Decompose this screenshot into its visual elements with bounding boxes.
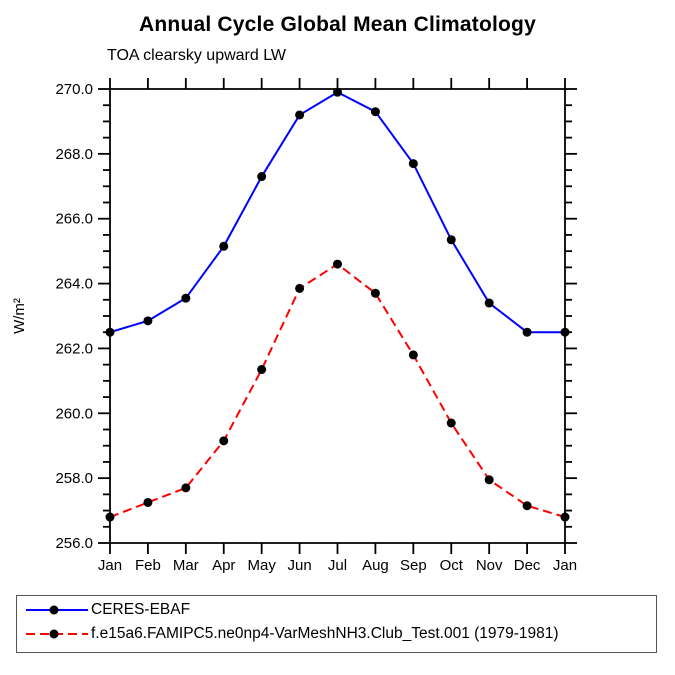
series-1-markers bbox=[105, 259, 570, 522]
x-tick-label: Jan bbox=[98, 557, 122, 574]
x-tick-label: Jan bbox=[553, 557, 577, 574]
axes bbox=[98, 78, 577, 554]
y-tick-label: 258.0 bbox=[55, 470, 93, 487]
chart-title: Annual Cycle Global Mean Climatology bbox=[139, 13, 536, 36]
x-tick-label: Jun bbox=[287, 557, 311, 574]
plot-box bbox=[109, 88, 566, 544]
x-tick-label: Oct bbox=[440, 557, 464, 574]
legend-item-model: f.e15a6.FAMIPC5.ne0np4-VarMeshNH3.Club_T… bbox=[17, 622, 656, 646]
plot-area: 256.0 258.0 260.0 262.0 264.0 266.0 268.0 270.0… bbox=[11, 78, 577, 574]
x-tick-label: Mar bbox=[173, 557, 199, 574]
x-tick-label: Jul bbox=[328, 557, 347, 574]
series-0-markers bbox=[105, 87, 570, 337]
x-tick-label: Feb bbox=[135, 557, 161, 574]
y-tick-label: 268.0 bbox=[55, 146, 93, 163]
y-tick-label: 262.0 bbox=[55, 340, 93, 357]
y-tick-label: 270.0 bbox=[55, 81, 93, 98]
y-tick-label: 266.0 bbox=[55, 211, 93, 228]
x-tick-label: Nov bbox=[476, 557, 503, 574]
y-tick-label: 256.0 bbox=[55, 535, 93, 552]
legend-item-ceres: CERES-EBAF bbox=[17, 598, 656, 622]
legend-box: CERES-EBAF f.e15a6.FAMIPC5.ne0np4-VarMes… bbox=[16, 595, 657, 653]
x-tick-label: May bbox=[247, 557, 276, 574]
chart-subtitle: TOA clearsky upward LW bbox=[107, 47, 287, 64]
y-tick-label: 264.0 bbox=[55, 276, 93, 293]
series-0-line bbox=[109, 91, 565, 334]
legend-label: f.e15a6.FAMIPC5.ne0np4-VarMeshNH3.Club_T… bbox=[91, 625, 559, 642]
axis-labels: 256.0 258.0 260.0 262.0 264.0 266.0 268.0 270.0… bbox=[11, 81, 577, 574]
legend-label: CERES-EBAF bbox=[91, 601, 191, 618]
legend-line-solid-icon bbox=[26, 605, 88, 615]
x-tick-label: Sep bbox=[400, 557, 427, 574]
x-tick-label: Aug bbox=[362, 557, 389, 574]
x-tick-label: Apr bbox=[212, 557, 235, 574]
x-tick-label: Dec bbox=[514, 557, 541, 574]
y-axis-title: W/m² bbox=[11, 298, 28, 334]
y-tick-label: 260.0 bbox=[55, 405, 93, 422]
legend-line-dashed-icon bbox=[26, 629, 88, 639]
